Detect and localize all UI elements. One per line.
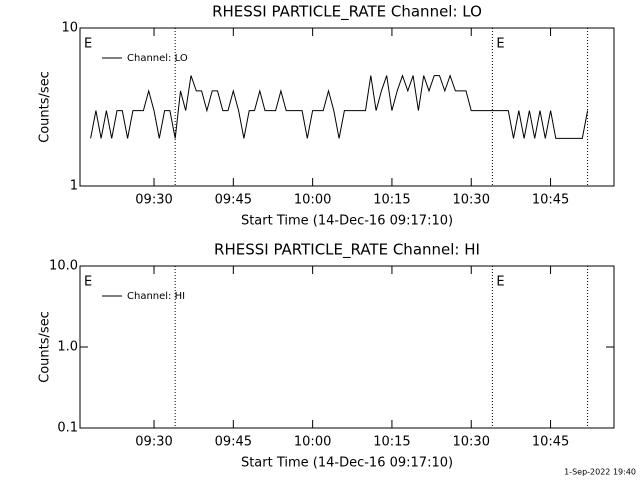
annotation: E	[496, 275, 504, 290]
y-tick-label: 1.0	[57, 340, 78, 355]
y-axis-label: Counts/sec	[38, 71, 53, 143]
x-tick-label: 09:45	[215, 435, 252, 450]
x-tick-label: 10:00	[294, 193, 331, 208]
x-tick-label: 10:00	[294, 435, 331, 450]
x-tick-label: 09:30	[135, 435, 172, 450]
plot-frame	[79, 27, 615, 187]
x-tick-label: 10:30	[453, 435, 490, 450]
x-tick-label: 09:45	[215, 193, 252, 208]
x-tick-label: 09:30	[135, 193, 172, 208]
x-tick-label: 10:15	[373, 193, 410, 208]
x-tick-label: 10:15	[373, 435, 410, 450]
annotation: E	[496, 37, 504, 52]
x-axis-label: Start Time (14-Dec-16 09:17:10)	[241, 456, 453, 471]
y-tick-label: 10	[61, 21, 78, 36]
x-axis-label: Start Time (14-Dec-16 09:17:10)	[241, 214, 453, 229]
legend-label: Channel: LO	[127, 53, 188, 64]
y-tick-label: 0.1	[57, 421, 78, 436]
chart-title: RHESSI PARTICLE_RATE Channel: HI	[214, 241, 480, 260]
x-tick-label: 10:30	[453, 193, 490, 208]
chart-title: RHESSI PARTICLE_RATE Channel: LO	[212, 3, 482, 22]
y-tick-label: 10.0	[49, 259, 78, 274]
y-tick-label: 1	[70, 179, 78, 194]
y-axis-label: Counts/sec	[38, 311, 53, 383]
legend-label: Channel: HI	[127, 291, 185, 302]
annotation: E	[84, 37, 92, 52]
x-tick-label: 10:45	[532, 435, 569, 450]
annotation: E	[84, 275, 92, 290]
footer: 1-Sep-2022 19:40	[564, 468, 636, 477]
x-tick-label: 10:45	[532, 193, 569, 208]
data-line	[90, 74, 589, 139]
